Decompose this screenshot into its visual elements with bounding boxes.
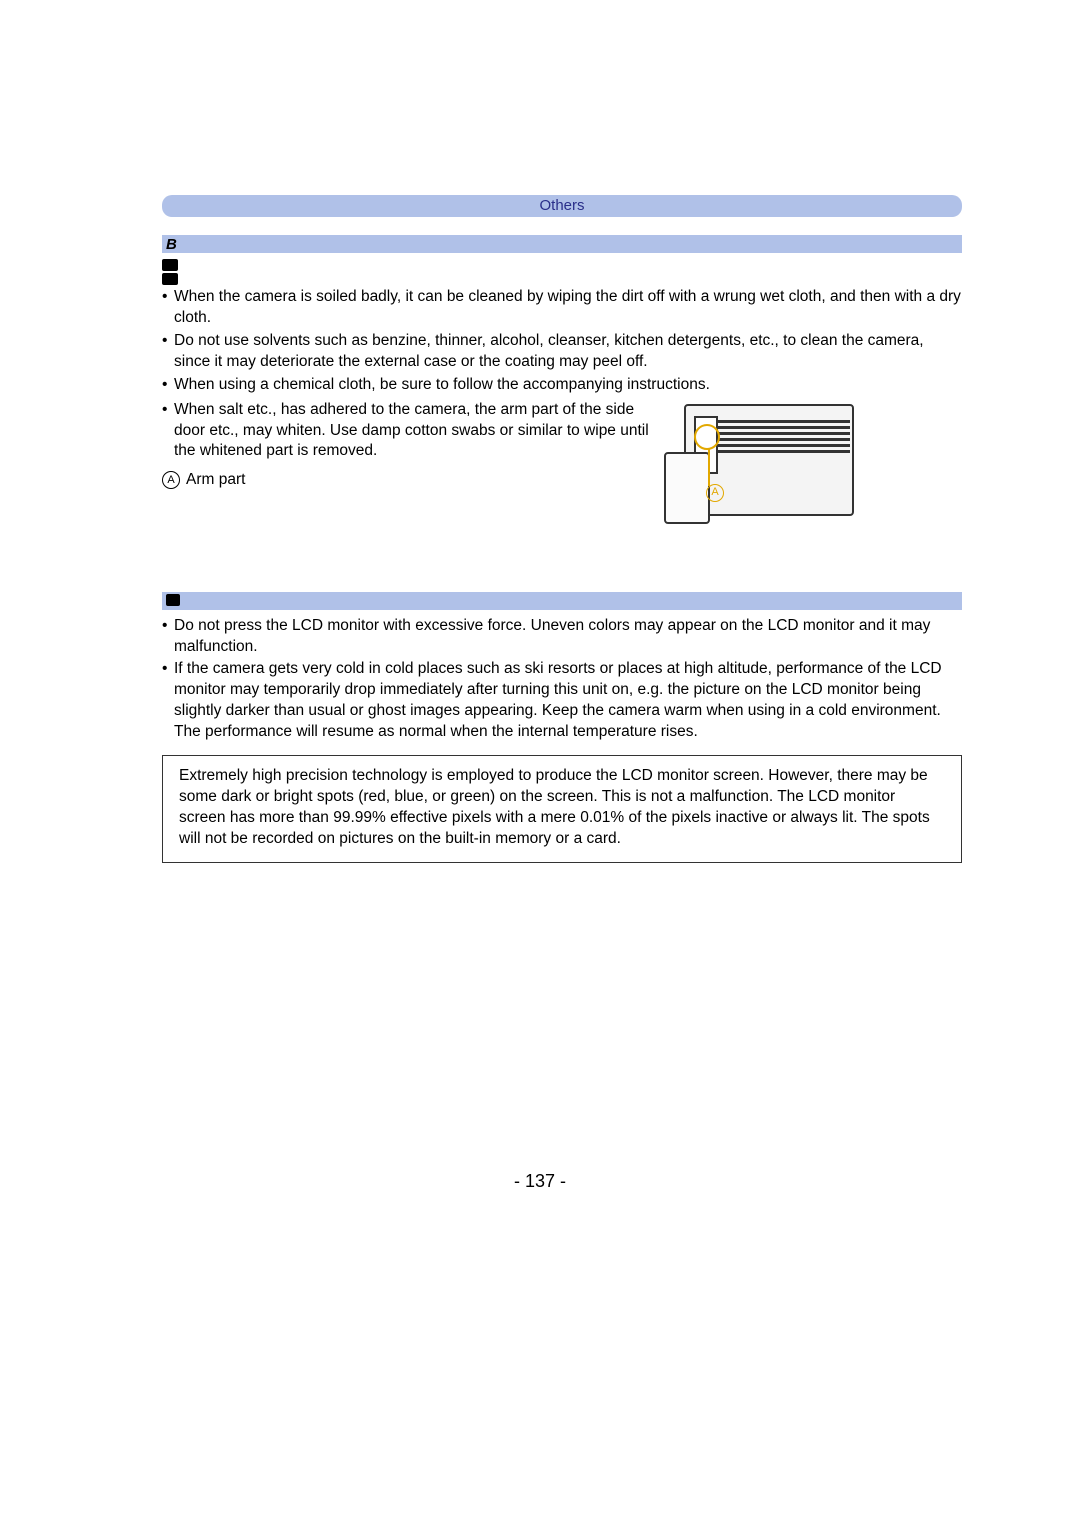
section-heading-icon: B [166, 235, 177, 255]
manual-page: Others B When the camera is soiled badly… [0, 0, 1080, 1526]
list-item-text: When using a chemical cloth, be sure to … [174, 376, 710, 393]
bullet-list: Do not press the LCD monitor with excess… [162, 616, 962, 744]
callout-ring-icon [694, 424, 720, 450]
camera-icon [162, 273, 178, 285]
arm-part-label: Arm part [186, 471, 245, 488]
lcd-icon [166, 594, 180, 606]
camera-icon [162, 259, 178, 271]
list-item: Do not use solvents such as benzine, thi… [162, 331, 962, 373]
body-icons [162, 259, 962, 285]
camera-diagram-svg: A [664, 398, 854, 522]
list-item-text: When salt etc., has adhered to the camer… [174, 401, 649, 460]
list-item: When salt etc., has adhered to the camer… [162, 400, 652, 463]
list-item-text: Do not press the LCD monitor with excess… [174, 617, 930, 655]
list-item-text: If the camera gets very cold in cold pla… [174, 660, 942, 740]
list-item-text: When the camera is soiled badly, it can … [174, 288, 961, 326]
diagram-slots [712, 420, 850, 453]
bullet-list: When the camera is soiled badly, it can … [162, 287, 962, 396]
page-number: - 137 - [0, 1169, 1080, 1193]
lcd-monitor-section: Do not press the LCD monitor with excess… [162, 592, 962, 863]
page-number-text: - 137 - [514, 1171, 566, 1191]
page-section-tab: Others [162, 195, 962, 217]
page-section-tab-label: Others [539, 196, 584, 216]
callout-leader-line [708, 448, 710, 486]
bullet-list: When salt etc., has adhered to the camer… [162, 400, 652, 463]
section-heading-bar: B [162, 235, 962, 253]
list-item: When the camera is soiled badly, it can … [162, 287, 962, 329]
callout-label-a: A [706, 484, 724, 502]
list-item: Do not press the LCD monitor with excess… [162, 616, 962, 658]
arm-part-legend: A Arm part [162, 470, 652, 491]
salt-note-row: When salt etc., has adhered to the camer… [162, 398, 962, 522]
list-item: When using a chemical cloth, be sure to … [162, 375, 962, 396]
cleaning-instructions: When the camera is soiled badly, it can … [162, 287, 962, 522]
list-item: If the camera gets very cold in cold pla… [162, 659, 962, 743]
precision-note-text: Extremely high precision technology is e… [179, 767, 930, 847]
camera-diagram: A [664, 398, 854, 522]
section-heading-bar [162, 592, 962, 610]
precision-note-box: Extremely high precision technology is e… [162, 755, 962, 863]
list-item-text: Do not use solvents such as benzine, thi… [174, 332, 924, 370]
circled-letter-a-icon: A [162, 471, 180, 489]
diagram-door [664, 452, 710, 524]
salt-note-text-col: When salt etc., has adhered to the camer… [162, 398, 652, 522]
